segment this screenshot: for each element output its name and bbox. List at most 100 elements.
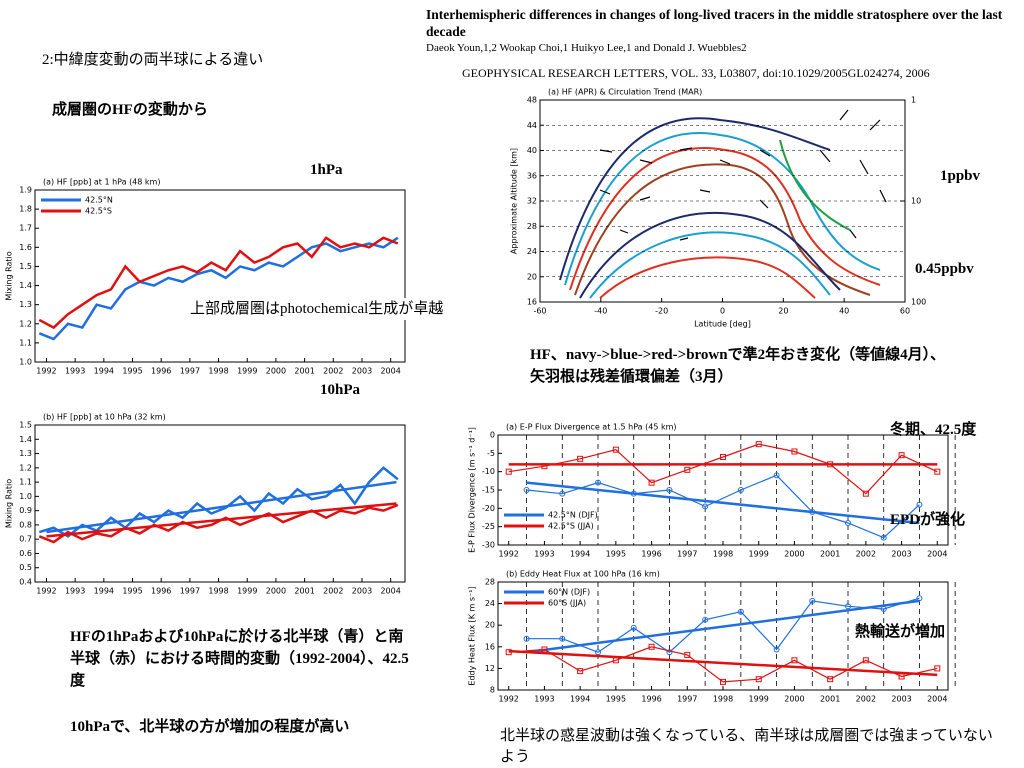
x-tick-label: 1993 [65,367,85,376]
chart-title: (a) HF [ppb] at 1 hPa (48 km) [43,178,160,187]
x-tick-label: 2002 [856,695,876,704]
trend-line [508,649,938,677]
y-axis-label: E-P Flux Divergence [m s⁻¹ d⁻¹] [468,427,477,553]
y-tick-label: -25 [482,522,495,531]
y-tick-label: 1.2 [19,463,32,472]
x-tick-label: -20 [655,307,668,316]
x-tick-label: 2001 [294,587,314,596]
marker [523,635,530,642]
y-tick-label: 1.5 [19,421,32,430]
x-tick-label: 2003 [891,695,911,704]
marker [862,657,869,664]
y-tick-label: -10 [482,467,495,476]
contour-line [579,211,841,299]
marker [898,452,905,459]
x-tick-label: 40 [839,307,849,316]
marker [845,603,851,610]
y-tick-label: 0.5 [19,563,32,572]
caption: 北半球の惑星波動は強くなっている、南半球は成層圏では強まっていないよう [500,728,993,765]
y2-tick-label: 10 [911,197,921,206]
x-tick-label: 2002 [323,367,343,376]
caption: HFの1hPaおよび10hPaに於ける北半球（青）と南半球（赤）における時間的変… [70,629,409,689]
x-tick-label: 1998 [208,367,228,376]
x-tick-label: -40 [594,307,607,316]
chart-title: (a) HF (APR) & Circulation Trend (MAR) [548,88,702,97]
legend-label: 60°S (JJA) [548,599,586,608]
y-tick-label: 1.7 [19,224,32,233]
marker [595,479,601,486]
contour-line [564,132,881,286]
x-tick-label: 1998 [713,550,733,559]
trend-line [526,481,920,525]
x-tick-label: 1994 [94,367,114,376]
caption: 10hPaで、北半球の方が増加の程度が高い [70,719,350,735]
y-tick-label: 28 [527,222,537,231]
trend-line [46,502,397,538]
plot-frame [34,189,406,363]
marker [773,472,780,479]
y-tick-label: 12 [485,664,495,673]
marker [737,487,744,493]
x-tick-label: 2000 [266,367,286,376]
y-tick-label: 1.8 [19,205,32,214]
x-tick-label: 2004 [927,695,947,704]
x-tick-label: 1994 [570,550,590,559]
x-tick-label: 2002 [856,550,876,559]
marker [666,649,673,656]
marker [523,487,530,493]
x-tick-label: 1995 [606,695,626,704]
note: 熱輸送が増加 [855,624,946,640]
x-tick-label: 20 [778,307,788,316]
marker [648,643,655,650]
y-tick-label: 16 [485,642,495,651]
marker [737,608,744,615]
x-tick-label: 1996 [151,367,171,376]
x-tick-label: 1998 [713,695,733,704]
y-tick-label: 36 [527,171,537,180]
chart-title: (b) HF [ppb] at 10 hPa (32 km) [43,413,166,422]
y-tick-label: 1.6 [19,243,32,252]
y-tick-label: 1.5 [19,262,32,271]
y-tick-label: 8 [490,686,495,695]
x-tick-label: 1997 [677,695,697,704]
x-tick-label: 1997 [677,550,697,559]
marker [684,651,691,658]
arrow [599,109,887,241]
y-tick-label: 1.4 [19,281,32,290]
legend-label: 42.5°N [85,196,113,205]
series-line [38,466,399,538]
label-1ppbv: 1ppbv [940,168,981,184]
series-line [508,646,938,683]
x-tick-label: 2001 [820,695,840,704]
marker [666,487,673,493]
x-tick-label: 1999 [749,550,769,559]
plot-frame [34,424,406,583]
subheading: 成層圏のHFの変動から [52,102,208,118]
y-tick-label: 24 [485,599,495,608]
series-line [526,474,920,539]
y-axis-label: Approximate Altitude [km] [510,148,519,254]
y-tick-label: 0.4 [19,578,32,587]
marker [880,534,887,541]
x-tick-label: 1998 [208,587,228,596]
series-line [526,597,920,653]
x-tick-label: 1997 [180,367,200,376]
marker [577,455,584,462]
y-tick-label: 20 [527,272,537,281]
trend-line [526,599,920,654]
note: 冬期、42.5度 [890,422,977,438]
x-tick-label: 1995 [122,367,142,376]
marker [559,490,566,497]
y2-tick-label: 100 [911,298,926,307]
y-tick-label: 0.8 [19,520,32,529]
legend-label: 42.5°S [85,207,112,216]
marker [702,616,709,623]
note: EPDが強化 [890,512,966,528]
marker [577,668,584,675]
note: 上部成層圏はphotochemical生成が卓越 [190,298,450,320]
x-tick-label: 1993 [65,587,85,596]
y-tick-label: -15 [482,486,495,495]
y-tick-label: 28 [485,578,495,587]
marker [630,624,637,631]
